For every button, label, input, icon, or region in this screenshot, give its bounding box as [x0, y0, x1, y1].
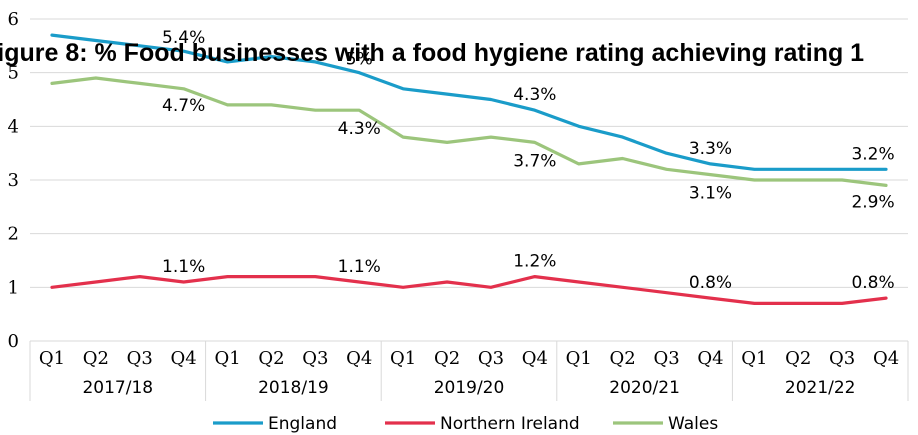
data-label: 3.3% — [689, 139, 732, 159]
x-tick-label: Q1 — [214, 348, 240, 369]
data-label: 4.3% — [513, 85, 556, 105]
data-label: 3.1% — [689, 184, 732, 204]
data-label: 3.2% — [851, 144, 894, 164]
x-tick-label: Q2 — [83, 348, 109, 369]
chart-title: Figure 8: % Food businesses with a food … — [0, 39, 864, 67]
data-label: 5% — [346, 50, 373, 70]
x-year-label: 2020/21 — [609, 378, 680, 398]
x-axis: Q1 Q2 Q3 Q4 Q1 Q2 Q3 Q4 Q1 Q2 Q3 Q4 Q1 Q2 Q3 Q4 Q1 Q2 Q3 Q4… — [29, 341, 909, 401]
x-tick-label: Q3 — [829, 348, 855, 369]
data-labels: 5.4% 5% 4.3% 3.3% 3.2% 1.1% 1.1% 1.2% 0.8% 0.8% 4.… — [162, 28, 895, 293]
y-tick-label: 3 — [8, 170, 19, 191]
x-tick-label: Q4 — [522, 348, 548, 369]
series-line-northern-ireland — [50, 275, 888, 305]
data-label: 4.3% — [338, 119, 381, 139]
data-label: 4.7% — [162, 96, 205, 116]
x-tick-label: Q3 — [302, 348, 328, 369]
x-tick-label: Q3 — [127, 348, 153, 369]
data-label: 0.8% — [851, 273, 894, 293]
x-tick-label: Q1 — [39, 348, 65, 369]
x-tick-label: Q1 — [390, 348, 416, 369]
x-tick-label: Q1 — [741, 348, 767, 369]
y-tick-label: 6 — [8, 9, 19, 30]
x-tick-label: Q2 — [610, 348, 636, 369]
x-tick-label: Q2 — [258, 348, 284, 369]
legend-label: Wales — [668, 414, 718, 434]
data-label: 5.4% — [162, 28, 205, 48]
x-year-label: 2021/22 — [785, 378, 856, 398]
x-year-label: 2017/18 — [82, 378, 153, 398]
data-label: 3.7% — [513, 151, 556, 171]
x-year-label: 2018/19 — [258, 378, 329, 398]
x-tick-label: Q2 — [785, 348, 811, 369]
data-label: 2.9% — [851, 192, 894, 212]
series-line-england — [50, 33, 888, 171]
y-tick-label: 1 — [8, 277, 19, 298]
y-axis-ticks: 0 1 2 3 4 5 6 — [8, 9, 19, 352]
x-tick-label: Q3 — [478, 348, 504, 369]
x-year-label: 2019/20 — [434, 378, 505, 398]
data-label: 1.1% — [338, 257, 381, 277]
x-tick-label: Q3 — [653, 348, 679, 369]
legend-label: England — [268, 414, 337, 434]
y-tick-label: 5 — [8, 63, 19, 84]
x-tick-label: Q4 — [346, 348, 372, 369]
x-tick-label: Q2 — [434, 348, 460, 369]
series-lines — [50, 33, 888, 305]
data-label: 0.8% — [689, 273, 732, 293]
legend-label: Northern Ireland — [440, 414, 580, 434]
x-tick-label: Q4 — [873, 348, 899, 369]
data-label: 1.2% — [513, 252, 556, 272]
data-label: 1.1% — [162, 257, 205, 277]
series-line-wales — [50, 76, 888, 187]
y-tick-label: 4 — [8, 116, 19, 137]
x-tick-label: Q4 — [697, 348, 723, 369]
x-tick-label: Q4 — [171, 348, 197, 369]
y-tick-label: 0 — [8, 331, 19, 352]
legend: England Northern Ireland Wales — [213, 414, 718, 434]
y-tick-label: 2 — [8, 224, 19, 245]
gridlines — [30, 18, 908, 342]
x-tick-label: Q1 — [566, 348, 592, 369]
